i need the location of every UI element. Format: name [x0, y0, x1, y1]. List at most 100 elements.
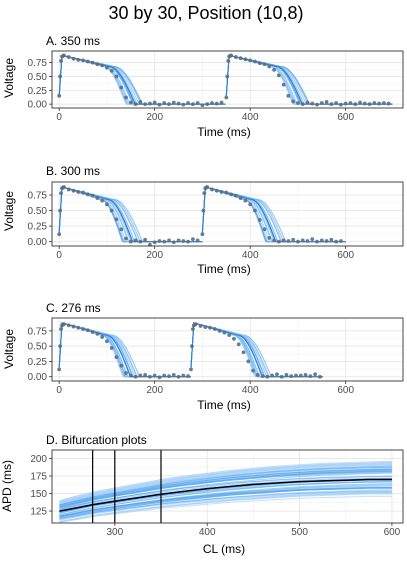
panel-d: D. Bifurcation plots APD (ms) CL (ms) 30… — [0, 433, 404, 556]
panel-c-data-point — [81, 327, 85, 331]
panel-c-ylabel: Voltage — [2, 329, 16, 369]
panel-a-data-point — [143, 102, 148, 107]
panel-a-data-point — [85, 59, 90, 64]
panel-d-curve — [59, 491, 392, 520]
panel-c-data-point — [114, 355, 119, 360]
panel-c-data-point — [167, 374, 171, 379]
panel-b-data-point — [339, 239, 343, 243]
panel-c-data-point — [298, 373, 303, 378]
panel-a-x-tick-label: 600 — [337, 112, 354, 123]
panel-d-curve — [59, 461, 392, 502]
panel-b-data-point — [186, 239, 191, 244]
panel-c-data-point — [241, 350, 246, 355]
panel-a-data-point — [58, 74, 63, 79]
panel-c-data-point — [212, 327, 217, 331]
panel-a-data-point — [219, 100, 224, 105]
panel-d-curve — [59, 476, 392, 510]
panel-a-data-point — [109, 69, 114, 73]
panel-b: B. 300 ms Voltage Time (ms) 0 200 400 600 0.… — [2, 164, 404, 276]
panel-a-data-point — [319, 101, 324, 105]
panel-a-data-point — [372, 101, 377, 105]
panel-c-data-point — [251, 368, 255, 373]
panel-d-curve — [59, 487, 392, 517]
panel-a-y-tick-label: 0.25 — [28, 86, 48, 97]
panel-c-data-point — [289, 374, 294, 379]
panel-c-data-point — [303, 372, 308, 377]
panel-a-data-point — [81, 58, 85, 63]
panel-a-data-point — [128, 100, 133, 105]
panel-d-curve — [59, 469, 392, 509]
panel-c-data-point — [171, 372, 176, 377]
panel-c-data-point — [260, 374, 265, 379]
panel-c-data-point — [284, 372, 289, 377]
panel-c-y-tick-label: 0.75 — [28, 326, 48, 337]
panel-a-data-point — [59, 59, 63, 63]
panel-b-data-point — [214, 188, 219, 193]
panel-c-x-tick-label: 200 — [146, 385, 163, 396]
panel-b-data-point — [334, 239, 339, 244]
panel-d-plot-border — [51, 449, 404, 524]
panel-b-data-point — [59, 191, 63, 196]
panel-a-data-point — [300, 102, 305, 107]
panel-a-xlabel: Time (ms) — [197, 125, 251, 139]
panel-c-data-point — [105, 339, 109, 344]
panel-a-data-point — [124, 95, 128, 100]
panel-d-mean-curve — [59, 478, 392, 512]
panel-b-data-point — [210, 187, 214, 192]
panel-d-title: D. Bifurcation plots — [46, 433, 147, 447]
panel-a: A. 350 ms Voltage Time (ms) 0 200 400 600 0.… — [2, 34, 404, 139]
panel-c-data-point — [71, 324, 76, 329]
panel-b-data-point — [138, 239, 143, 244]
panel-c-y-tick-label: 0.25 — [28, 357, 48, 368]
panel-c: C. 276 ms Voltage Time (ms) 0 200 400 600 0.… — [2, 301, 404, 412]
panel-a-data-point — [62, 53, 66, 58]
panel-b-y-tick-label: 0.00 — [28, 237, 48, 248]
panel-a-data-point — [310, 101, 315, 106]
panel-a-data-point — [257, 61, 262, 66]
panel-a-data-point — [229, 53, 233, 58]
panel-a-data-point — [377, 101, 382, 106]
panel-a-data-point — [358, 100, 362, 105]
panel-d-xlabel: CL (ms) — [203, 542, 245, 556]
panel-d-x-tick-label: 600 — [384, 527, 401, 538]
panel-a-data-point — [90, 60, 95, 65]
panel-a-data-point — [95, 62, 100, 67]
panel-c-data-point — [176, 374, 181, 379]
panel-b-data-point — [291, 237, 296, 242]
panel-c-x-tick-label: 400 — [242, 385, 259, 396]
panel-c-data-point — [95, 332, 100, 336]
panel-c-y-tick-label: 0.00 — [28, 372, 48, 383]
panel-c-plot-border — [51, 317, 404, 382]
panel-c-data-point — [186, 374, 191, 379]
panel-b-data-point — [201, 208, 206, 213]
panel-d-curve — [59, 495, 392, 523]
panel-d-x-tick-label: 500 — [291, 527, 308, 538]
panel-c-data-point — [138, 373, 143, 378]
panel-a-data-point — [296, 101, 300, 105]
panel-c-xlabel: Time (ms) — [197, 398, 251, 412]
panel-a-data-point — [272, 67, 276, 72]
panel-b-data-point — [324, 239, 329, 243]
panel-b-data-point — [319, 238, 324, 243]
panel-c-data-point — [76, 325, 81, 330]
panel-c-plot-bg — [52, 318, 403, 381]
panel-c-data-point — [181, 373, 186, 378]
panel-b-data-point — [100, 198, 105, 203]
panel-a-data-point — [76, 57, 81, 62]
panel-b-x-tick-label: 600 — [337, 250, 354, 261]
panel-c-data-point — [62, 322, 66, 327]
panel-b-y-tick-label: 0.25 — [28, 222, 48, 233]
panel-b-data-point — [248, 202, 253, 207]
panel-b-x-tick-label: 400 — [242, 250, 259, 261]
panel-b-data-point — [224, 190, 229, 195]
panel-b-data-point — [128, 239, 133, 244]
panel-b-data-point — [205, 185, 210, 189]
panel-c-data-point — [190, 327, 195, 331]
panel-c-data-point — [246, 359, 251, 364]
panel-b-data-point — [272, 238, 276, 243]
panel-b-data-point — [162, 239, 167, 244]
panel-b-data-point — [114, 217, 119, 222]
panel-b-data-point — [296, 239, 300, 244]
panel-b-data-point — [81, 190, 85, 195]
panel-b-x-tick-label: 0 — [56, 250, 62, 261]
